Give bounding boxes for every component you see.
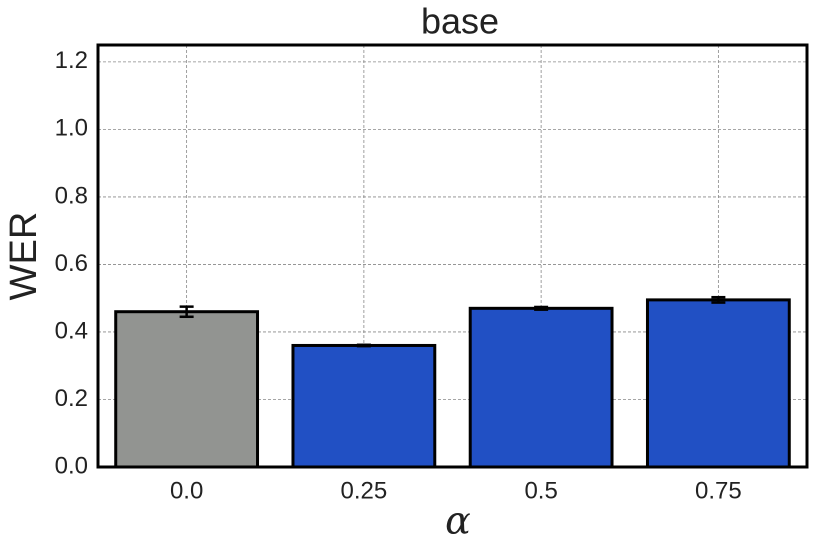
error-bar <box>356 343 371 348</box>
x-tick-label: 0.75 <box>695 477 742 504</box>
x-tick-label: 0.0 <box>170 477 203 504</box>
bar <box>291 343 437 469</box>
bar <box>468 306 614 469</box>
plot-frame <box>96 43 809 469</box>
chart-title: base <box>421 1 499 42</box>
y-tick-label: 0.8 <box>55 182 88 209</box>
y-axis-label: WER <box>3 212 45 301</box>
bar <box>645 298 791 469</box>
error-bar <box>179 305 194 319</box>
x-tick-label: 0.5 <box>524 477 557 504</box>
y-tick-label: 0.0 <box>55 452 88 479</box>
y-tick-label: 1.0 <box>55 115 88 142</box>
y-tick-label: 1.2 <box>55 47 88 74</box>
error-bar <box>711 295 726 304</box>
y-tick-label: 0.4 <box>55 317 88 344</box>
bar <box>114 310 260 469</box>
error-bar <box>534 305 549 311</box>
y-tick-label: 0.6 <box>55 250 88 277</box>
x-axis-label: α <box>445 499 471 543</box>
x-tick-label: 0.25 <box>341 477 388 504</box>
y-tick-label: 0.2 <box>55 385 88 412</box>
